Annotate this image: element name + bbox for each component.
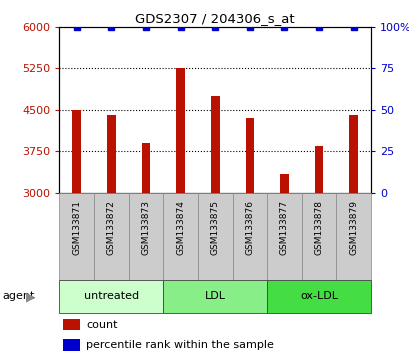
Bar: [94, 193, 128, 280]
Text: percentile rank within the sample: percentile rank within the sample: [86, 340, 273, 350]
Bar: [63, 319, 79, 330]
Bar: [314, 146, 323, 193]
Bar: [279, 173, 288, 193]
Text: GSM133873: GSM133873: [141, 200, 150, 255]
Bar: [163, 280, 267, 313]
Text: LDL: LDL: [204, 291, 225, 302]
Bar: [59, 280, 163, 313]
Text: GSM133871: GSM133871: [72, 200, 81, 255]
Bar: [301, 193, 336, 280]
Text: ox-LDL: ox-LDL: [299, 291, 337, 302]
Text: ▶: ▶: [26, 290, 36, 303]
Bar: [267, 280, 370, 313]
Bar: [267, 193, 301, 280]
Bar: [232, 193, 267, 280]
Bar: [72, 110, 81, 193]
Bar: [63, 339, 79, 351]
Text: GSM133875: GSM133875: [210, 200, 219, 255]
Bar: [210, 96, 219, 193]
Text: GSM133874: GSM133874: [176, 200, 185, 255]
Text: GSM133879: GSM133879: [348, 200, 357, 255]
Bar: [142, 143, 150, 193]
Bar: [128, 193, 163, 280]
Bar: [198, 193, 232, 280]
Text: GSM133872: GSM133872: [107, 200, 116, 255]
Title: GDS2307 / 204306_s_at: GDS2307 / 204306_s_at: [135, 12, 294, 25]
Bar: [336, 193, 370, 280]
Bar: [245, 118, 254, 193]
Text: count: count: [86, 320, 117, 330]
Bar: [348, 115, 357, 193]
Text: agent: agent: [2, 291, 34, 302]
Bar: [107, 115, 115, 193]
Text: GSM133878: GSM133878: [314, 200, 323, 255]
Text: GSM133877: GSM133877: [279, 200, 288, 255]
Bar: [59, 193, 94, 280]
Text: untreated: untreated: [83, 291, 139, 302]
Bar: [163, 193, 198, 280]
Text: GSM133876: GSM133876: [245, 200, 254, 255]
Bar: [176, 68, 184, 193]
